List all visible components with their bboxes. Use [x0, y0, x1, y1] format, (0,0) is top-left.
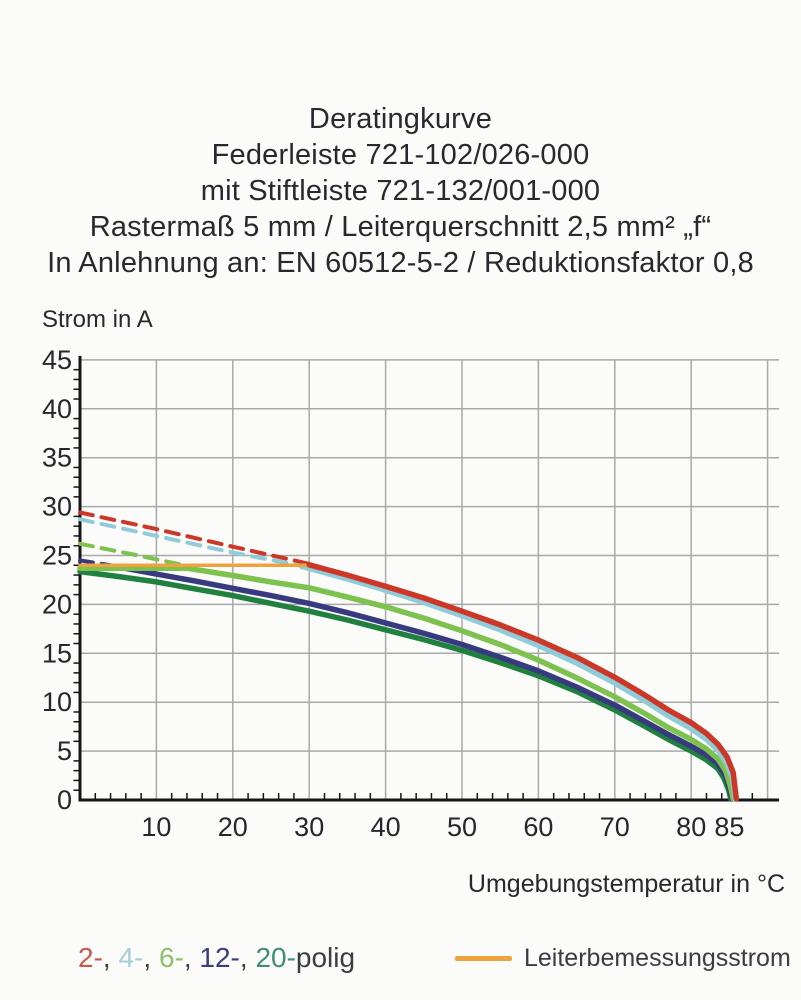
- curve-12-polig: [111, 563, 735, 802]
- legend-separator: ,: [102, 942, 119, 973]
- x-tick-label: 20: [218, 812, 248, 842]
- x-tick-label: 80: [676, 812, 706, 842]
- legend-pole-label: 4-: [118, 942, 144, 973]
- y-tick-label: 40: [42, 394, 72, 424]
- curve-20-polig: [77, 568, 734, 802]
- y-tick-label: 45: [42, 345, 72, 375]
- y-tick-label: 25: [42, 541, 72, 571]
- y-tick-label: 20: [42, 589, 72, 619]
- legend-pole-suffix: polig: [295, 942, 356, 973]
- rated-current-line-swatch: [455, 955, 512, 961]
- y-tick-label: 30: [42, 492, 72, 522]
- x-tick-label: 60: [523, 812, 553, 842]
- curve-6-polig: [77, 565, 736, 802]
- legend-pole-label: 2-: [78, 942, 103, 973]
- y-tick-label: 5: [57, 736, 72, 766]
- x-tick-label: 40: [371, 812, 401, 842]
- legend-separator: ,: [183, 942, 200, 973]
- x-tick-label: 30: [294, 812, 324, 842]
- curve-2-polig-dashed: [78, 510, 312, 566]
- y-tick-label: 35: [42, 443, 72, 473]
- curve-6-polig-dashed: [78, 541, 189, 568]
- x-axis-title: Umgebungstemperatur in °C: [467, 870, 785, 898]
- title-line: In Anlehnung an: EN 60512-5-2 / Reduktio…: [47, 247, 754, 279]
- legend-separator: ,: [143, 942, 159, 973]
- title-line: Deratingkurve: [308, 103, 493, 135]
- x-tick-label: 70: [600, 812, 630, 842]
- derating-chart: 10 20 30 40 50 60 70 80 85 0 5 10 15 20 25 30 35 40 45: [0, 330, 801, 850]
- y-tick-label: 0: [57, 785, 72, 815]
- y-tick-label: 15: [42, 638, 72, 668]
- curve-2-polig: [306, 562, 740, 802]
- title-line: mit Stiftleiste 721-132/001-000: [200, 175, 601, 207]
- chart-legend: 2-, 4-, 6-, 12-, 20-polig Leiterbemessun…: [0, 940, 801, 980]
- x-tick-label: 10: [141, 812, 171, 842]
- curve-4-polig-dashed: [78, 517, 304, 568]
- x-tick-label: 50: [447, 812, 477, 842]
- legend-pole-counts: 2-, 4-, 6-, 12-, 20-polig: [78, 940, 355, 976]
- legend-separator: ,: [239, 942, 256, 973]
- curve-4-polig: [298, 563, 738, 802]
- chart-canvas: 10 20 30 40 50 60 70 80 85 0 5 10 15 20 25 30 35 40 45: [42, 345, 780, 842]
- rated-current-label: Leiterbemessungsstrom: [524, 943, 791, 972]
- title-line: Rastermaß 5 mm / Leiterquerschnitt 2,5 m…: [89, 211, 712, 243]
- legend-rated-current: Leiterbemessungsstrom: [455, 940, 791, 976]
- y-tick-label: 10: [42, 687, 72, 717]
- x-tick-label: 85: [714, 812, 744, 842]
- legend-pole-label: 6-: [158, 942, 184, 973]
- chart-title-block: Deratingkurve Federleiste 721-102/026-00…: [0, 101, 801, 281]
- title-line: Federleiste 721-102/026-000: [211, 139, 590, 171]
- legend-pole-label: 20-: [255, 942, 296, 973]
- legend-pole-label: 12-: [199, 942, 240, 973]
- y-axis-title: Strom in A: [42, 306, 153, 333]
